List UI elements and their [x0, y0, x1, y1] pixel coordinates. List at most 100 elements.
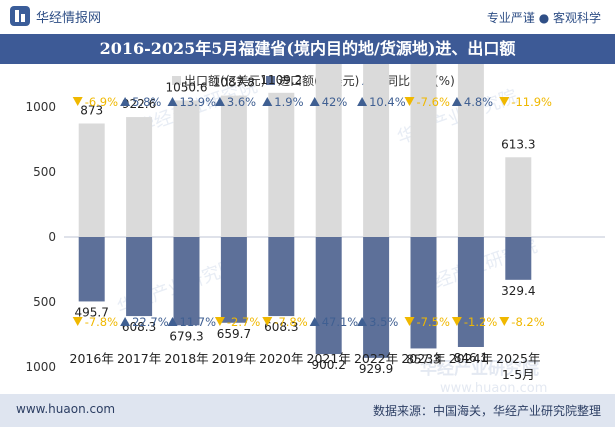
import-growth-label: 3.5%	[369, 315, 398, 329]
import-bar	[363, 237, 390, 358]
x-tick-label: 2019年	[212, 351, 256, 366]
export-growth-up-icon	[309, 97, 320, 106]
y-tick-label: 1000	[25, 360, 56, 374]
footer: www.huaon.com 数据来源：中国海关，华经产业研究院整理	[0, 394, 615, 427]
import-growth-up-icon	[167, 317, 178, 326]
import-value-label: 857.3	[406, 352, 440, 366]
export-value-label: 922.6	[122, 97, 156, 111]
x-tick-label: 2022年	[354, 351, 398, 366]
import-growth-label: 47.1%	[322, 315, 359, 329]
logo-text: 华经情报网	[36, 10, 102, 26]
export-value-label: 613.3	[501, 137, 535, 151]
export-growth-up-icon	[262, 97, 273, 106]
export-bar	[220, 95, 247, 237]
x-tick-label: 2018年	[164, 351, 208, 366]
slogan: 专业严谨 ● 客观科学	[486, 11, 601, 25]
export-growth-up-icon	[120, 97, 131, 106]
x-tick-label: 2025年	[496, 351, 540, 366]
export-growth-down-icon	[72, 97, 83, 106]
import-bar	[173, 237, 200, 326]
export-value-label: 1050.6	[166, 80, 208, 94]
export-growth-label: 5.8%	[132, 95, 161, 109]
x-axis: 2016年 2017年 2018年 2019年 2020年 2021年 2022年 2023年…	[70, 351, 541, 382]
export-bar	[410, 64, 437, 238]
export-bar	[457, 64, 484, 237]
import-bar	[410, 237, 437, 349]
export-value-label: 1109.2	[260, 73, 302, 87]
export-growth-label: 4.8%	[464, 95, 493, 109]
import-value-label: 495.7	[75, 305, 109, 319]
import-value-label: 608.3	[264, 320, 298, 334]
data-labels: 873 495.7 922.6 608.3 1050.6 679.3 1087.8 659.7…	[75, 73, 536, 376]
import-growth-up-icon	[120, 317, 131, 326]
import-growth-down-icon	[404, 317, 415, 326]
import-growth-down-icon	[451, 317, 462, 326]
import-growth-label: -2.7%	[227, 315, 260, 329]
growth-labels: -6.9% -7.8% 5.8% 22.7% 13.9% 11.7% 3.6% -2.7% 1.…	[72, 95, 552, 329]
export-growth-up-icon	[451, 97, 462, 106]
export-bar	[78, 123, 105, 237]
x-tick-label: 2017年	[117, 351, 161, 366]
import-bar	[457, 237, 484, 347]
import-growth-label: -8.2%	[511, 315, 544, 329]
y-tick-label: 500	[33, 165, 56, 179]
legend-swatch-import	[266, 76, 275, 85]
export-bar	[126, 117, 153, 237]
import-growth-label: -7.8%	[85, 315, 118, 329]
export-bar	[315, 64, 342, 237]
logo[interactable]: 华经情报网	[10, 6, 101, 26]
x-tick-label: 2021年	[307, 351, 351, 366]
watermark-url: www.huaon.com	[440, 381, 547, 394]
import-value-label: 608.3	[122, 320, 156, 334]
y-tick-label: 0	[48, 230, 56, 244]
import-growth-label: 22.7%	[132, 315, 169, 329]
export-value-label: 1087.8	[213, 76, 255, 90]
import-growth-up-icon	[309, 317, 320, 326]
export-growth-up-icon	[357, 97, 368, 106]
import-growth-up-icon	[357, 317, 368, 326]
y-tick-label: 1000	[25, 100, 56, 114]
legend-label-export: 出口额(亿美元)	[184, 73, 265, 88]
import-growth-label: -7.5%	[417, 315, 450, 329]
import-bar	[78, 237, 105, 302]
export-growth-label: 3.6%	[227, 95, 256, 109]
import-value-label: 900.2	[312, 358, 346, 372]
chart-title: 2016-2025年5月福建省(境内目的地/货源地)进、出口额	[0, 34, 615, 64]
export-growth-up-icon	[167, 97, 178, 106]
import-growth-label: -7.8%	[274, 315, 307, 329]
legend-swatch-export	[172, 76, 181, 85]
import-growth-label: 11.7%	[180, 315, 217, 329]
import-value-label: 659.7	[217, 327, 251, 341]
import-value-label: 929.9	[359, 362, 393, 376]
export-growth-label: 42%	[322, 95, 348, 109]
import-growth-down-icon	[214, 317, 225, 326]
bars	[78, 64, 532, 358]
export-growth-label: -11.9%	[511, 95, 552, 109]
x-tick-label: 2020年	[259, 351, 303, 366]
x-tick-label: 1-5月	[502, 367, 535, 382]
export-growth-down-icon	[404, 97, 415, 106]
export-bar	[173, 100, 200, 237]
export-growth-label: 1.9%	[274, 95, 303, 109]
import-growth-down-icon	[499, 317, 510, 326]
import-value-label: 679.3	[169, 329, 203, 343]
export-bar	[268, 92, 295, 237]
export-growth-label: 10.4%	[369, 95, 406, 109]
import-bar	[268, 237, 295, 317]
import-bar	[315, 237, 342, 355]
import-bar	[126, 237, 153, 317]
export-growth-up-icon	[214, 97, 225, 106]
x-tick-label: 2023年	[401, 351, 445, 366]
export-growth-label: 13.9%	[180, 95, 217, 109]
import-growth-down-icon	[72, 317, 83, 326]
x-tick-label: 2024年	[449, 351, 493, 366]
import-bar	[220, 237, 247, 323]
import-value-label: 329.4	[501, 284, 535, 298]
export-bar	[363, 64, 390, 237]
import-value-label: 846.1	[454, 351, 488, 365]
website-link[interactable]: www.huaon.com	[16, 402, 116, 416]
import-growth-down-icon	[262, 317, 273, 326]
data-source: 数据来源：中国海关，华经产业研究院整理	[372, 404, 601, 418]
x-tick-label: 2016年	[70, 351, 114, 366]
export-growth-label: -6.9%	[85, 95, 118, 109]
